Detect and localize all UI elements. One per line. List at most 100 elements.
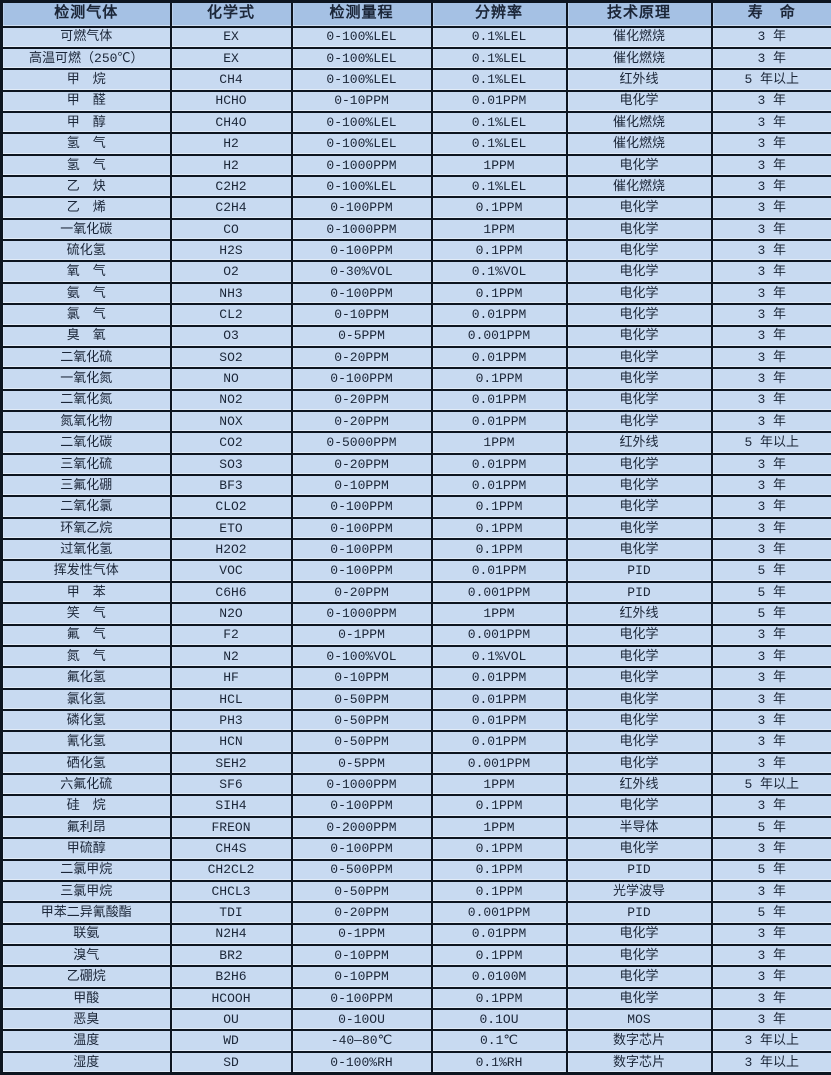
- table-cell-formula: CH4: [169, 68, 293, 92]
- table-cell-lifespan: 3 年: [710, 196, 831, 220]
- table-cell-range: 0-20PPM: [290, 452, 433, 477]
- table-cell-lifespan: 3 年: [710, 345, 831, 370]
- table-cell-formula: SD: [169, 1050, 293, 1075]
- table-cell-resolution: 0.1PPM: [430, 837, 568, 861]
- table-row: 联氨 N2H4 0-1PPM 0.01PPM 电化学 3 年: [0, 922, 831, 946]
- table-cell-range: 0-50PPM: [290, 730, 433, 754]
- table-cell-formula: C2H2: [169, 174, 293, 199]
- column-header-principle: 技术原理: [565, 0, 713, 28]
- table-cell-lifespan: 3 年: [710, 837, 831, 861]
- table-cell-range: 0-100PPM: [290, 239, 433, 263]
- table-body: 可燃气体 EX 0-100%LEL 0.1%LEL 催化燃烧 3 年 高温可燃（…: [0, 25, 831, 1075]
- table-cell-gas: 二氧化氯: [0, 495, 172, 519]
- table-row: 氯 气 CL2 0-10PPM 0.01PPM 电化学 3 年: [0, 303, 831, 327]
- table-cell-gas: 一氧化氮: [0, 367, 172, 391]
- table-cell-principle: 电化学: [565, 281, 713, 306]
- table-row: 三氧化硫 SO3 0-20PPM 0.01PPM 电化学 3 年: [0, 452, 831, 477]
- table-cell-principle: 电化学: [565, 687, 713, 712]
- table-cell-lifespan: 5 年: [710, 559, 831, 583]
- table-cell-range: 0-100%LEL: [290, 132, 433, 156]
- table-cell-principle: 电化学: [565, 217, 713, 242]
- table-cell-resolution: 0.1%VOL: [430, 260, 568, 284]
- table-cell-principle: 催化燃烧: [565, 46, 713, 71]
- table-cell-range: 0-100PPM: [290, 986, 433, 1011]
- table-cell-formula: SF6: [169, 773, 293, 797]
- table-cell-lifespan: 3 年: [710, 666, 831, 690]
- table-row: 甲酸 HCOOH 0-100PPM 0.1PPM 电化学 3 年: [0, 986, 831, 1011]
- table-cell-resolution: 0.1PPM: [430, 239, 568, 263]
- table-cell-resolution: 0.1%LEL: [430, 46, 568, 71]
- table-cell-gas: 硫化氢: [0, 239, 172, 263]
- table-row: 二氧化硫 SO2 0-20PPM 0.01PPM 电化学 3 年: [0, 345, 831, 370]
- table-cell-principle: PID: [565, 901, 713, 925]
- table-cell-gas: 氨 气: [0, 281, 172, 306]
- table-cell-formula: N2H4: [169, 922, 293, 946]
- table-cell-principle: 催化燃烧: [565, 110, 713, 135]
- table-cell-gas: 氰化氢: [0, 730, 172, 754]
- table-cell-principle: 电化学: [565, 303, 713, 327]
- table-cell-formula: BF3: [169, 474, 293, 498]
- table-cell-lifespan: 3 年: [710, 794, 831, 818]
- table-cell-range: 0-100PPM: [290, 559, 433, 583]
- table-cell-lifespan: 3 年: [710, 46, 831, 71]
- table-cell-resolution: 1PPM: [430, 217, 568, 242]
- table-cell-resolution: 0.1PPM: [430, 495, 568, 519]
- table-cell-principle: 电化学: [565, 730, 713, 754]
- table-cell-lifespan: 5 年以上: [710, 773, 831, 797]
- table-row: 笑 气 N2O 0-1000PPM 1PPM 红外线 5 年: [0, 602, 831, 626]
- table-cell-principle: 红外线: [565, 431, 713, 455]
- table-cell-gas: 三氟化硼: [0, 474, 172, 498]
- table-row: 甲苯二异氰酸酯 TDI 0-20PPM 0.001PPM PID 5 年: [0, 901, 831, 925]
- table-cell-range: 0-10PPM: [290, 666, 433, 690]
- table-cell-lifespan: 3 年以上: [710, 1050, 831, 1075]
- table-cell-gas: 氯化氢: [0, 687, 172, 712]
- table-cell-gas: 硒化氢: [0, 751, 172, 776]
- table-cell-principle: 催化燃烧: [565, 132, 713, 156]
- table-cell-formula: HF: [169, 666, 293, 690]
- table-cell-lifespan: 3 年: [710, 986, 831, 1011]
- table-cell-range: 0-1000PPM: [290, 217, 433, 242]
- table-cell-lifespan: 3 年以上: [710, 1029, 831, 1053]
- table-cell-formula: H2O2: [169, 538, 293, 562]
- table-cell-resolution: 0.01PPM: [430, 730, 568, 754]
- table-cell-lifespan: 3 年: [710, 644, 831, 669]
- table-cell-principle: 电化学: [565, 196, 713, 220]
- table-cell-formula: PH3: [169, 708, 293, 733]
- table-cell-lifespan: 5 年: [710, 858, 831, 882]
- table-cell-range: 0-20PPM: [290, 901, 433, 925]
- table-cell-principle: 电化学: [565, 965, 713, 989]
- table-cell-resolution: 0.1%LEL: [430, 110, 568, 135]
- table-row: 氟利昂 FREON 0-2000PPM 1PPM 半导体 5 年: [0, 815, 831, 840]
- table-cell-lifespan: 3 年: [710, 730, 831, 754]
- table-cell-formula: SEH2: [169, 751, 293, 776]
- table-cell-lifespan: 5 年以上: [710, 68, 831, 92]
- table-cell-principle: 数字芯片: [565, 1029, 713, 1053]
- table-cell-range: 0-100PPM: [290, 794, 433, 818]
- table-cell-resolution: 0.001PPM: [430, 623, 568, 647]
- table-cell-resolution: 1PPM: [430, 602, 568, 626]
- table-row: 二氧化氮 NO2 0-20PPM 0.01PPM 电化学 3 年: [0, 388, 831, 412]
- table-cell-formula: NO2: [169, 388, 293, 412]
- table-cell-gas: 臭 氧: [0, 324, 172, 348]
- table-cell-principle: 电化学: [565, 986, 713, 1011]
- table-cell-range: 0-100%LEL: [290, 68, 433, 92]
- table-cell-resolution: 0.01PPM: [430, 388, 568, 412]
- table-cell-formula: H2S: [169, 239, 293, 263]
- table-row: 湿度 SD 0-100%RH 0.1%RH 数字芯片 3 年以上: [0, 1050, 831, 1075]
- table-cell-principle: 电化学: [565, 943, 713, 968]
- table-cell-gas: 甲苯二异氰酸酯: [0, 901, 172, 925]
- table-cell-principle: 电化学: [565, 623, 713, 647]
- table-cell-range: 0-100PPM: [290, 837, 433, 861]
- table-cell-principle: 电化学: [565, 239, 713, 263]
- table-cell-principle: 电化学: [565, 345, 713, 370]
- table-cell-principle: 电化学: [565, 538, 713, 562]
- table-cell-resolution: 1PPM: [430, 773, 568, 797]
- table-row: 甲 醇 CH4O 0-100%LEL 0.1%LEL 催化燃烧 3 年: [0, 110, 831, 135]
- table-cell-gas: 六氟化硫: [0, 773, 172, 797]
- table-cell-principle: 电化学: [565, 495, 713, 519]
- table-cell-formula: NOX: [169, 409, 293, 434]
- table-cell-gas: 氮氧化物: [0, 409, 172, 434]
- table-cell-range: 0-10PPM: [290, 943, 433, 968]
- table-cell-range: 0-10PPM: [290, 89, 433, 113]
- table-cell-lifespan: 3 年: [710, 239, 831, 263]
